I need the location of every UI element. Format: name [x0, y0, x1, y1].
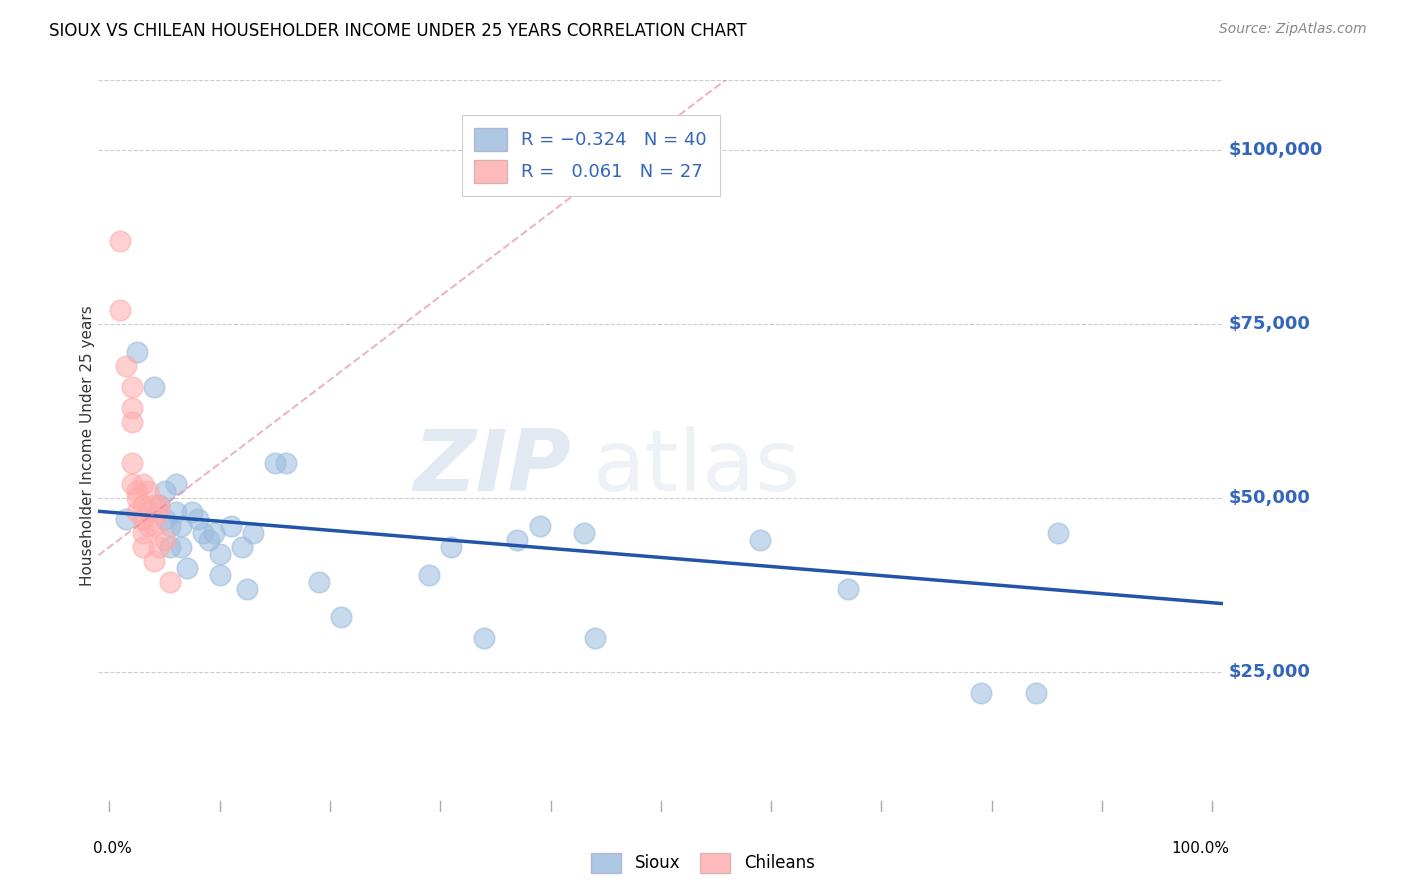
Point [125, 345, 148, 359]
Point [125, 505, 148, 519]
Point [208, 567, 231, 582]
Point [170, 519, 193, 533]
Point [176, 561, 198, 575]
Point [572, 526, 595, 541]
Point [125, 484, 148, 499]
Point [231, 540, 253, 554]
Legend: Sioux, Chileans: Sioux, Chileans [585, 847, 821, 880]
Point [274, 457, 297, 471]
Point [208, 547, 231, 561]
Point [159, 574, 181, 589]
Point [110, 303, 132, 318]
Point [121, 477, 143, 491]
Point [142, 519, 165, 533]
Point [142, 498, 165, 512]
Point [170, 540, 193, 554]
Point [440, 540, 463, 554]
Point [263, 457, 285, 471]
Point [153, 533, 176, 547]
Y-axis label: Householder Income Under 25 years: Householder Income Under 25 years [80, 306, 94, 586]
Text: 100.0%: 100.0% [1171, 841, 1229, 856]
Point [219, 519, 242, 533]
Point [131, 540, 153, 554]
Point [474, 631, 496, 645]
Point [583, 631, 606, 645]
Point [136, 519, 159, 533]
Point [506, 533, 529, 547]
Point [148, 540, 170, 554]
Text: $100,000: $100,000 [1229, 141, 1323, 159]
Point [136, 484, 159, 499]
Point [197, 533, 219, 547]
Text: $75,000: $75,000 [1229, 315, 1310, 333]
Text: Source: ZipAtlas.com: Source: ZipAtlas.com [1219, 22, 1367, 37]
Point [969, 686, 991, 700]
Point [187, 512, 209, 526]
Point [837, 582, 859, 596]
Point [181, 505, 204, 519]
Point [136, 505, 159, 519]
Text: atlas: atlas [593, 426, 801, 509]
Point [165, 505, 187, 519]
Point [115, 359, 138, 373]
Point [165, 477, 187, 491]
Point [529, 519, 551, 533]
Text: ZIP: ZIP [413, 426, 571, 509]
Point [153, 512, 176, 526]
Point [749, 533, 772, 547]
Point [153, 484, 176, 499]
Point [242, 526, 264, 541]
Point [131, 498, 153, 512]
Point [121, 457, 143, 471]
Point [142, 554, 165, 568]
Text: 0.0%: 0.0% [93, 841, 132, 856]
Text: $25,000: $25,000 [1229, 664, 1310, 681]
Point [308, 574, 330, 589]
Point [148, 498, 170, 512]
Point [131, 477, 153, 491]
Point [148, 505, 170, 519]
Point [148, 498, 170, 512]
Point [193, 526, 215, 541]
Legend: R = −0.324   N = 40, R =   0.061   N = 27: R = −0.324 N = 40, R = 0.061 N = 27 [461, 115, 720, 195]
Point [131, 526, 153, 541]
Point [1046, 526, 1069, 541]
Text: $50,000: $50,000 [1229, 489, 1310, 508]
Point [121, 401, 143, 415]
Point [110, 234, 132, 248]
Point [159, 540, 181, 554]
Point [125, 491, 148, 506]
Point [202, 526, 225, 541]
Point [131, 512, 153, 526]
Point [159, 519, 181, 533]
Text: SIOUX VS CHILEAN HOUSEHOLDER INCOME UNDER 25 YEARS CORRELATION CHART: SIOUX VS CHILEAN HOUSEHOLDER INCOME UNDE… [49, 22, 747, 40]
Point [330, 609, 353, 624]
Point [121, 415, 143, 429]
Point [142, 380, 165, 394]
Point [1025, 686, 1047, 700]
Point [121, 380, 143, 394]
Point [115, 512, 138, 526]
Point [236, 582, 259, 596]
Point [418, 567, 440, 582]
